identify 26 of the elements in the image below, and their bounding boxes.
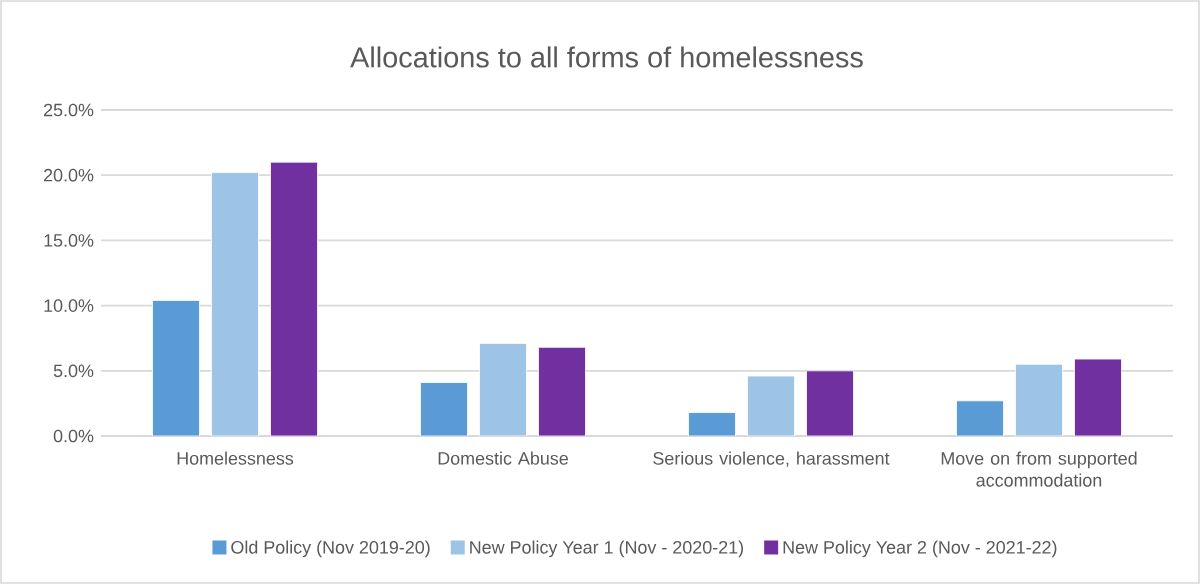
y-tick-label: 15.0% (44, 234, 94, 247)
legend-label: New Policy Year 1 (Nov - 2020-21) (470, 540, 744, 558)
bar (1074, 358, 1122, 436)
bar (688, 412, 736, 436)
bar (211, 172, 259, 436)
bar (538, 346, 586, 436)
chart-title: Allocations to all forms of homelessness (350, 46, 863, 68)
x-tick-label: Homelessness (177, 451, 294, 465)
legend-label: Old Policy (Nov 2019-20) (231, 540, 430, 558)
x-tick-label: Serious violence, harassment (653, 451, 890, 467)
y-tick-label: 25.0% (44, 103, 94, 117)
bar (1015, 363, 1063, 436)
bar (420, 382, 468, 436)
x-tick-label: Move on from supported accommodation (941, 451, 1137, 487)
y-tick-label: 10.0% (44, 299, 94, 312)
bar (479, 343, 527, 436)
bar (270, 161, 318, 436)
bar (747, 375, 795, 436)
y-tick-label: 0.0% (53, 429, 94, 443)
y-tick-label: 5.0% (53, 364, 94, 378)
bar (152, 299, 200, 436)
y-tick-label: 20.0% (44, 168, 94, 182)
bar (806, 370, 854, 436)
bar (956, 400, 1004, 436)
legend-label: New Policy Year 2 (Nov - 2021-22) (783, 540, 1057, 558)
x-tick-label: Domestic Abuse (438, 451, 568, 465)
